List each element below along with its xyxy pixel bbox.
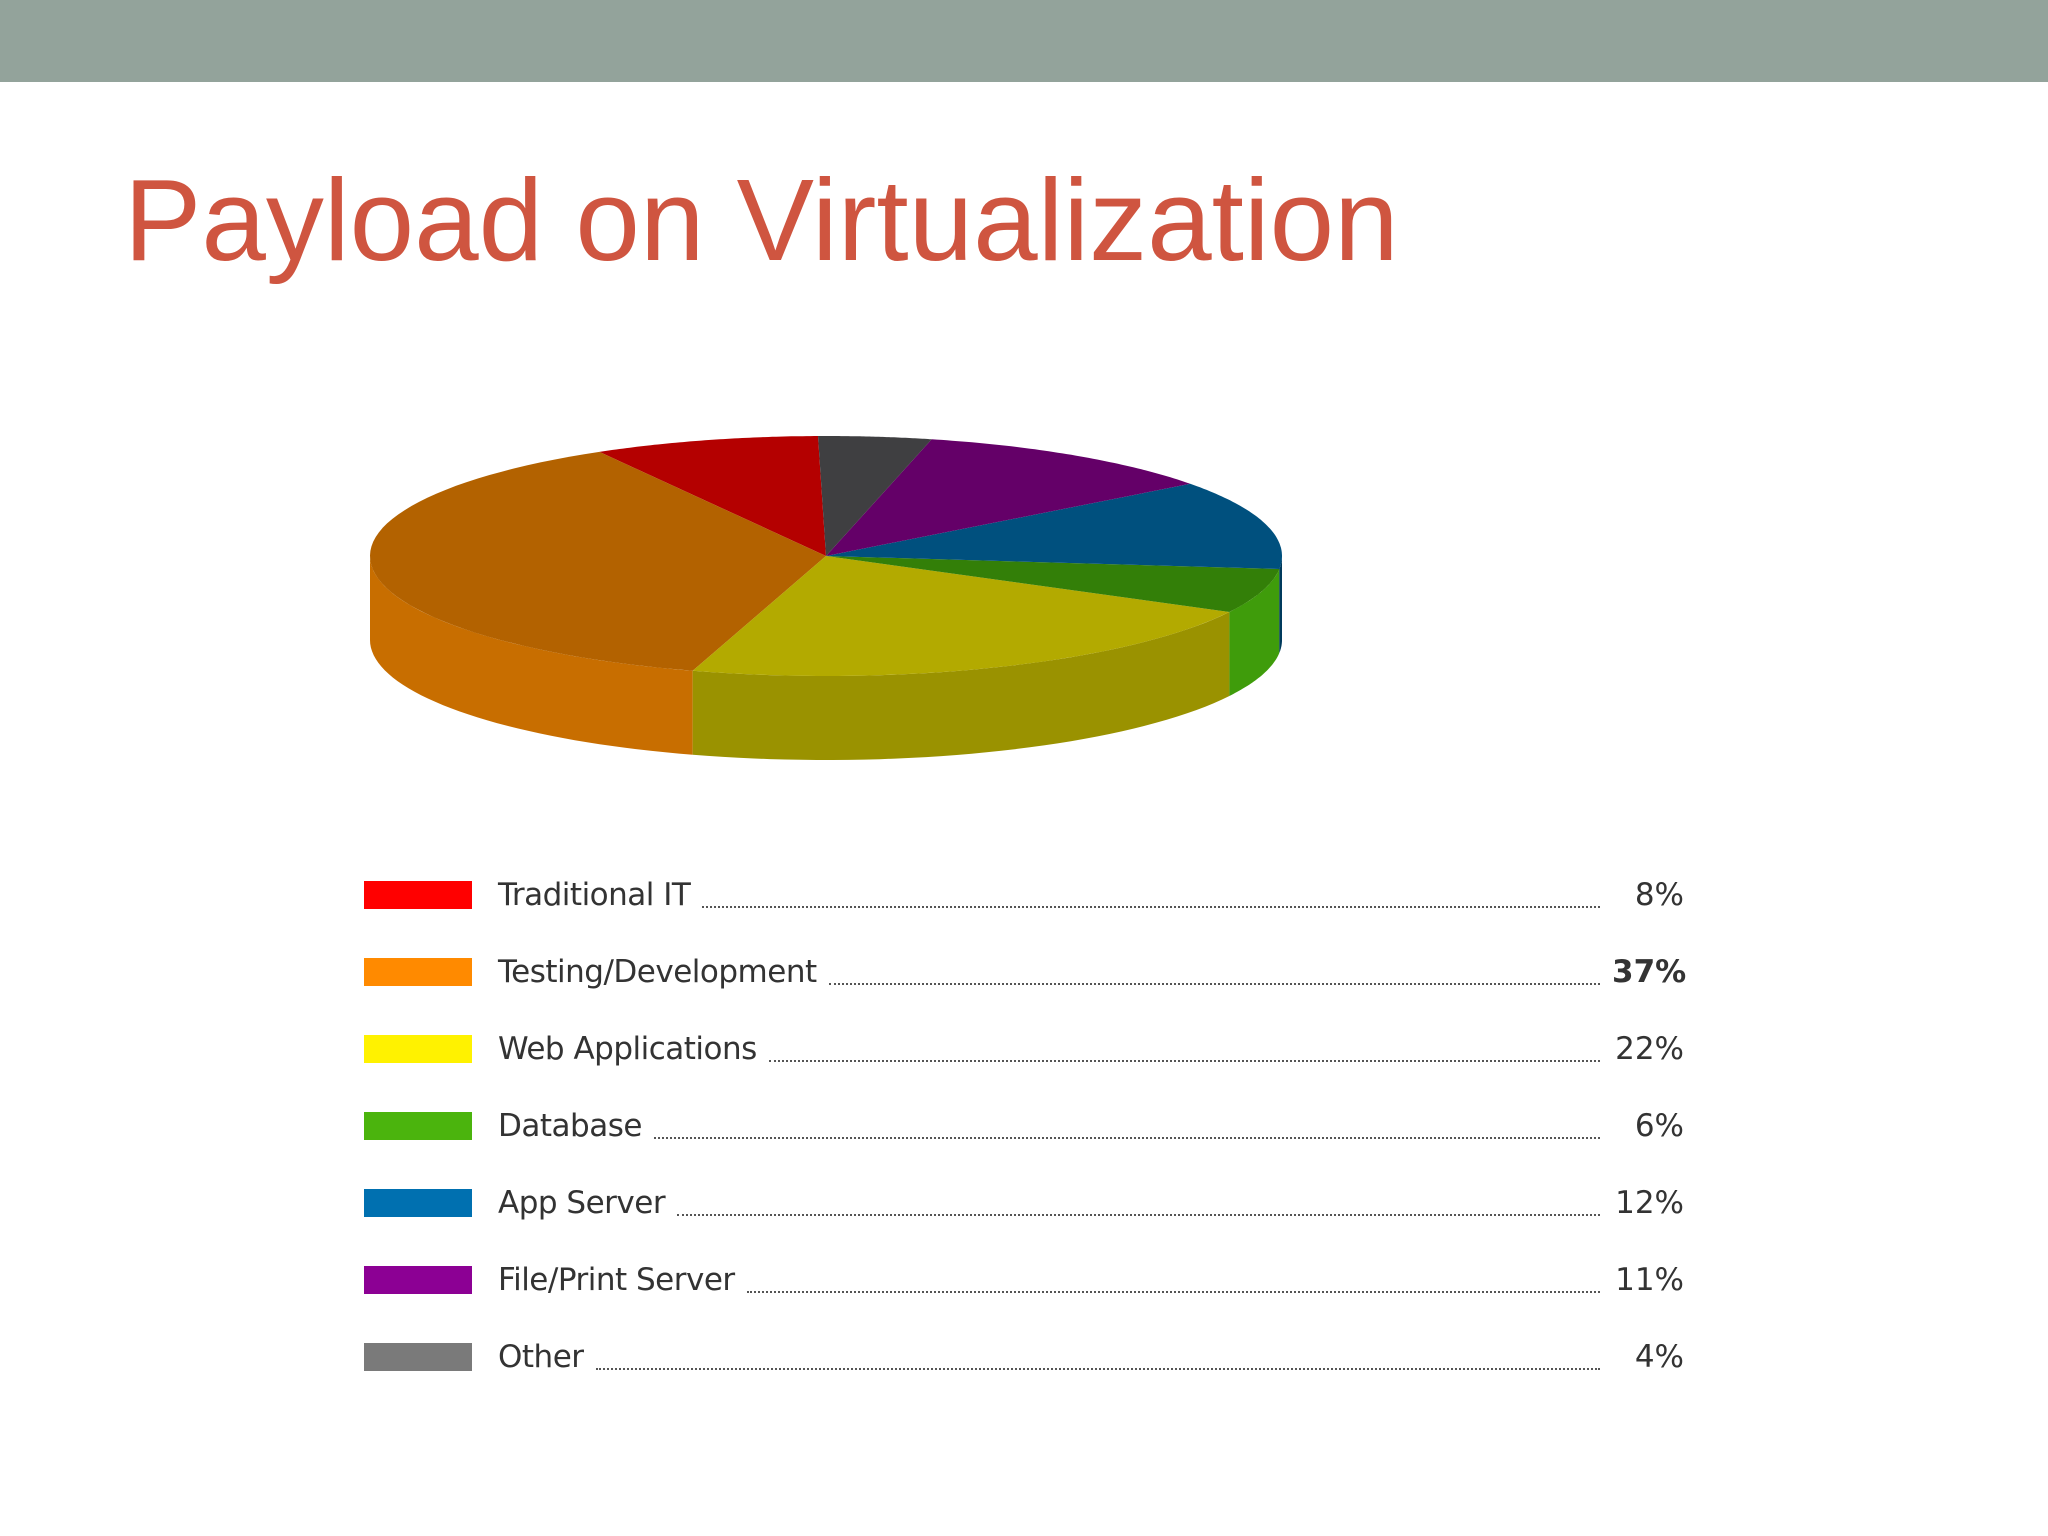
slide-title: Payload on Virtualization bbox=[124, 155, 1399, 285]
pie-side-database bbox=[1229, 569, 1280, 696]
pie-slice-web-applications bbox=[692, 556, 1230, 676]
legend-swatch bbox=[364, 1112, 472, 1140]
pie-slice-testing-development bbox=[370, 451, 826, 671]
legend-label: File/Print Server bbox=[498, 1262, 735, 1298]
legend-value: 11% bbox=[1615, 1262, 1684, 1298]
pie-slice-other bbox=[818, 436, 932, 556]
legend-value: 12% bbox=[1615, 1185, 1684, 1221]
legend-leader-dots bbox=[595, 1366, 1600, 1370]
legend-item: Other 4% bbox=[364, 1330, 1684, 1384]
legend-swatch bbox=[364, 1035, 472, 1063]
legend-item: Testing/Development 37% bbox=[364, 945, 1687, 999]
legend-label: Testing/Development bbox=[498, 954, 817, 990]
legend-swatch bbox=[364, 958, 472, 986]
legend-label: Database bbox=[498, 1108, 642, 1144]
legend-item: File/Print Server 11% bbox=[364, 1253, 1684, 1307]
legend-value: 22% bbox=[1615, 1031, 1684, 1067]
legend-leader-dots bbox=[768, 1058, 1600, 1062]
legend-swatch bbox=[364, 1189, 472, 1217]
pie-slice-file-print-server bbox=[826, 439, 1191, 556]
legend-value: 6% bbox=[1634, 1108, 1684, 1144]
legend-label: Web Applications bbox=[498, 1031, 757, 1067]
pie-chart bbox=[370, 436, 1282, 760]
legend-swatch bbox=[364, 1266, 472, 1294]
pie-slice-app-server bbox=[826, 483, 1282, 569]
pie-slice-database bbox=[826, 556, 1280, 612]
legend-label: App Server bbox=[498, 1185, 666, 1221]
legend-value: 37% bbox=[1612, 954, 1687, 990]
pie-side-app-server bbox=[1279, 556, 1282, 653]
legend-item: Traditional IT 8% bbox=[364, 868, 1684, 922]
pie-slice-traditional-it bbox=[599, 436, 826, 556]
legend-leader-dots bbox=[828, 981, 1600, 985]
legend-item: App Server 12% bbox=[364, 1176, 1684, 1230]
header-bar bbox=[0, 0, 2048, 82]
legend-leader-dots bbox=[677, 1212, 1600, 1216]
legend-value: 8% bbox=[1634, 877, 1684, 913]
legend-swatch bbox=[364, 1343, 472, 1371]
legend-item: Database 6% bbox=[364, 1099, 1684, 1153]
pie-side-testing-development bbox=[370, 556, 693, 755]
legend-swatch bbox=[364, 881, 472, 909]
pie-side-web-applications bbox=[692, 612, 1230, 760]
legend-leader-dots bbox=[653, 1135, 1600, 1139]
legend-label: Traditional IT bbox=[498, 877, 691, 913]
legend-leader-dots bbox=[702, 904, 1600, 908]
legend-item: Web Applications 22% bbox=[364, 1022, 1684, 1076]
legend-leader-dots bbox=[746, 1289, 1600, 1293]
legend-value: 4% bbox=[1634, 1339, 1684, 1375]
legend-label: Other bbox=[498, 1339, 584, 1375]
